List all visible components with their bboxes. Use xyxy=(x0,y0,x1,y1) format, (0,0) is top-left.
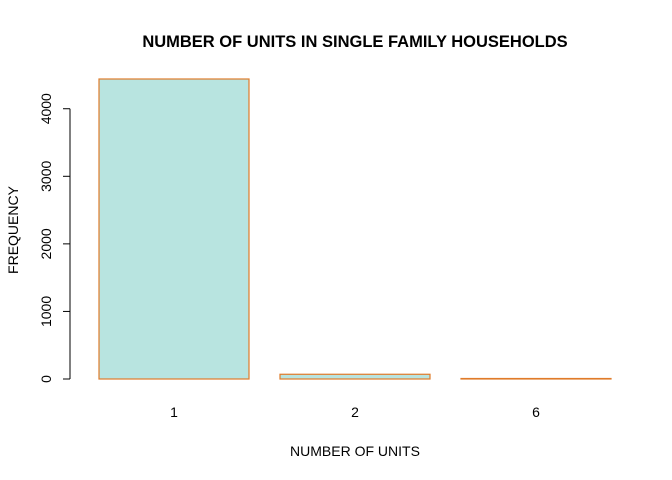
bar-2 xyxy=(279,373,431,380)
x-axis-label: NUMBER OF UNITS xyxy=(290,443,420,459)
y-tick-label: 2000 xyxy=(38,228,54,259)
bar-1 xyxy=(98,78,250,380)
x-tick-label: 6 xyxy=(532,404,540,420)
y-tick-label: 0 xyxy=(38,375,54,383)
y-axis: 0 1000 2000 3000 4000 xyxy=(38,93,71,383)
bars xyxy=(98,78,612,380)
y-axis-label: FREQUENCY xyxy=(5,185,21,274)
y-tick-label: 1000 xyxy=(38,296,54,327)
bar-6 xyxy=(460,377,612,380)
x-tick-label: 2 xyxy=(351,404,359,420)
chart-title: NUMBER OF UNITS IN SINGLE FAMILY HOUSEHO… xyxy=(142,33,567,51)
x-tick-labels: 1 2 6 xyxy=(170,404,540,420)
y-tick-label: 4000 xyxy=(38,93,54,124)
y-tick-label: 3000 xyxy=(38,161,54,192)
x-tick-label: 1 xyxy=(170,404,178,420)
